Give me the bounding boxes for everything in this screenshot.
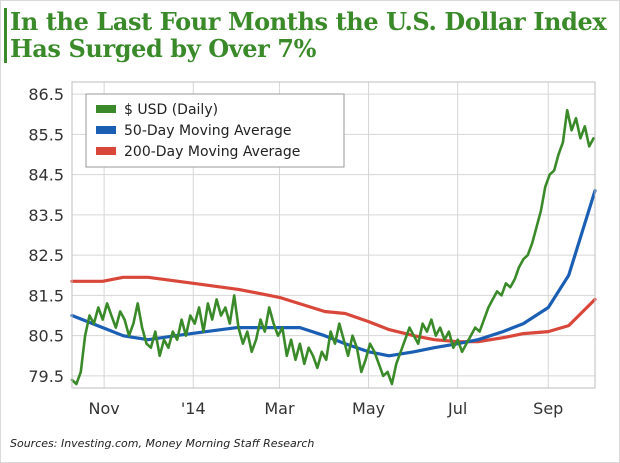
usd-daily-line [70, 108, 595, 386]
y-tick-label: 83.5 [28, 206, 64, 225]
y-tick-label: 80.5 [28, 327, 64, 346]
y-tick-label: 79.5 [28, 367, 64, 386]
y-axis-ticks: 86.5 85.5 84.5 83.5 82.5 81.5 80.5 79.5 [28, 85, 64, 386]
x-tick-label: '14 [181, 399, 206, 418]
ma200-line [70, 275, 597, 344]
y-tick-label: 84.5 [28, 166, 64, 185]
chart-grid [72, 82, 595, 388]
x-tick-label: Nov [89, 399, 120, 418]
y-tick-label: 82.5 [28, 246, 64, 265]
x-axis-ticks: Nov '14 Mar May Jul Sep [89, 399, 564, 418]
source-note: Sources: Investing.com, Money Morning St… [10, 437, 315, 450]
legend-item-ma50-label: 50-Day Moving Average [124, 123, 291, 139]
chart-title-line-2: Has Surged by Over 7% [10, 34, 317, 63]
x-tick-label: May [352, 399, 385, 418]
plot-area-border [71, 81, 596, 389]
legend-item-usd-daily-swatch [96, 105, 116, 113]
title-accent-bar [4, 8, 7, 63]
y-tick-label: 81.5 [28, 286, 64, 305]
chart-series-lines [70, 108, 597, 386]
x-tick-label: Mar [264, 399, 295, 418]
legend-box [85, 93, 345, 168]
legend-item-ma50-swatch [96, 126, 116, 134]
x-tick-label: Jul [447, 399, 467, 418]
x-tick-label: Sep [533, 399, 563, 418]
legend-item-usd-daily-label: $ USD (Daily) [124, 102, 218, 118]
y-tick-label: 86.5 [28, 85, 64, 104]
legend-item-ma200-label: 200-Day Moving Average [124, 144, 300, 160]
chart-legend: $ USD (Daily) 50-Day Moving Average 200-Da… [85, 93, 345, 168]
chart-title: In the Last Four Months the U.S. Dollar … [10, 8, 610, 62]
chart-title-line-1: In the Last Four Months the U.S. Dollar … [10, 7, 607, 36]
y-tick-label: 85.5 [28, 125, 64, 144]
legend-item-ma200-swatch [96, 147, 116, 155]
